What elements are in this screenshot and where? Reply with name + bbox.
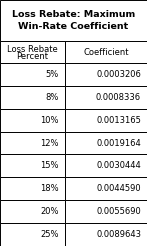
Text: 20%: 20% bbox=[40, 207, 59, 216]
Bar bbox=[65, 177, 147, 200]
Bar bbox=[0, 63, 65, 86]
Bar bbox=[65, 41, 147, 63]
Text: 10%: 10% bbox=[40, 116, 59, 125]
Bar bbox=[65, 154, 147, 177]
Text: 0.0055690: 0.0055690 bbox=[96, 207, 141, 216]
Text: 12%: 12% bbox=[40, 138, 59, 148]
Bar bbox=[65, 86, 147, 109]
Bar bbox=[0, 223, 65, 246]
Text: 0.0013165: 0.0013165 bbox=[96, 116, 141, 125]
Text: 15%: 15% bbox=[40, 161, 59, 170]
Bar bbox=[0, 200, 65, 223]
Text: 0.0019164: 0.0019164 bbox=[96, 138, 141, 148]
Bar bbox=[65, 200, 147, 223]
Text: 0.0008336: 0.0008336 bbox=[96, 93, 141, 102]
Text: 0.0030444: 0.0030444 bbox=[96, 161, 141, 170]
Bar bbox=[0, 132, 65, 154]
Bar bbox=[0, 86, 65, 109]
Text: 0.0003206: 0.0003206 bbox=[96, 70, 141, 79]
Text: Coefficient: Coefficient bbox=[83, 48, 129, 57]
Bar bbox=[65, 132, 147, 154]
Text: 5%: 5% bbox=[46, 70, 59, 79]
Bar bbox=[0, 109, 65, 132]
Text: 8%: 8% bbox=[45, 93, 59, 102]
Text: 18%: 18% bbox=[40, 184, 59, 193]
Bar bbox=[0, 154, 65, 177]
Bar bbox=[65, 223, 147, 246]
Bar bbox=[65, 109, 147, 132]
Text: Percent: Percent bbox=[16, 52, 48, 61]
Bar bbox=[65, 63, 147, 86]
Bar bbox=[0, 41, 65, 63]
Text: 0.0089643: 0.0089643 bbox=[96, 230, 141, 239]
Text: Loss Rebate: Maximum
Win-Rate Coefficient: Loss Rebate: Maximum Win-Rate Coefficien… bbox=[12, 10, 135, 31]
Text: 0.0044590: 0.0044590 bbox=[96, 184, 141, 193]
Bar bbox=[0, 0, 147, 41]
Text: 25%: 25% bbox=[40, 230, 59, 239]
Bar bbox=[0, 177, 65, 200]
Text: Loss Rebate: Loss Rebate bbox=[7, 45, 58, 54]
